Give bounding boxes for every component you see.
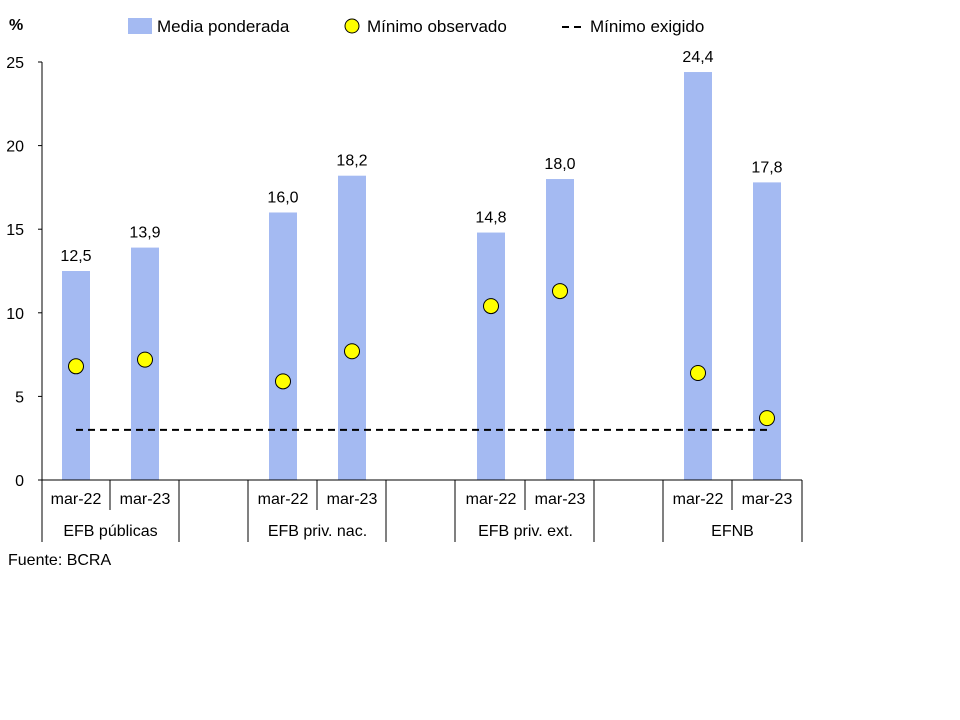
bar-value-label: 17,8 <box>751 159 782 176</box>
legend-dot-swatch <box>344 18 360 34</box>
x-group-label: EFB priv. ext. <box>478 523 573 540</box>
min-observed-point <box>690 364 706 381</box>
bar <box>753 182 781 480</box>
min-observed-point <box>552 283 568 300</box>
bar-labels: 12,5 13,9 16,0 18,2 14,8 18,0 24,4 17,8 <box>60 49 782 265</box>
y-tick-label: 25 <box>6 55 24 72</box>
legend: Media ponderada Mínimo observado Mínimo … <box>128 17 704 36</box>
legend-label-media: Media ponderada <box>157 17 290 36</box>
legend-bar-swatch <box>128 18 152 34</box>
bar <box>546 179 574 481</box>
y-tick-label: 5 <box>15 389 24 406</box>
y-tick-label: 20 <box>6 139 24 156</box>
x-tick-label: mar-22 <box>51 491 102 508</box>
x-tick-label: mar-22 <box>258 491 309 508</box>
min-observed-point <box>759 410 775 427</box>
y-tick-label: 15 <box>6 222 24 239</box>
bars <box>62 72 781 481</box>
bar <box>477 232 505 480</box>
source-note: Fuente: BCRA <box>8 552 112 569</box>
x-tick-label: mar-22 <box>673 491 724 508</box>
x-tick-label: mar-23 <box>535 491 586 508</box>
y-axis: 0 5 10 15 20 25 <box>6 55 43 490</box>
y-tick-label: 0 <box>15 473 24 490</box>
x-tick-label: mar-23 <box>742 491 793 508</box>
min-observed-point <box>68 358 84 375</box>
y-tick-label: 10 <box>6 306 24 323</box>
y-unit-label: % <box>9 17 23 34</box>
legend-label-minimo-observado: Mínimo observado <box>367 17 507 36</box>
x-group-label: EFNB <box>711 523 754 540</box>
x-group-label: EFB públicas <box>63 523 157 540</box>
bar-value-label: 13,9 <box>129 225 160 242</box>
min-observed-point <box>344 343 360 360</box>
x-tick-label: mar-23 <box>327 491 378 508</box>
bar-value-label: 18,0 <box>544 156 575 173</box>
points <box>68 283 775 427</box>
bar-value-label: 14,8 <box>475 210 506 227</box>
bar-value-label: 18,2 <box>336 153 367 170</box>
x-axis: mar-22 mar-23 EFB públicas mar-22 mar-23 EFB … <box>41 479 803 542</box>
bar <box>684 72 712 481</box>
x-tick-label: mar-22 <box>466 491 517 508</box>
bar <box>62 271 90 480</box>
bar-value-label: 16,0 <box>267 189 298 206</box>
min-observed-point <box>275 373 291 390</box>
x-tick-label: mar-23 <box>120 491 171 508</box>
min-observed-point <box>137 351 153 368</box>
bar <box>269 212 297 481</box>
bar-value-label: 24,4 <box>682 49 713 66</box>
x-group-label: EFB priv. nac. <box>268 523 367 540</box>
legend-label-minimo-exigido: Mínimo exigido <box>590 17 704 36</box>
bar-value-label: 12,5 <box>60 248 91 265</box>
bar <box>338 175 366 481</box>
min-observed-point <box>483 298 499 315</box>
